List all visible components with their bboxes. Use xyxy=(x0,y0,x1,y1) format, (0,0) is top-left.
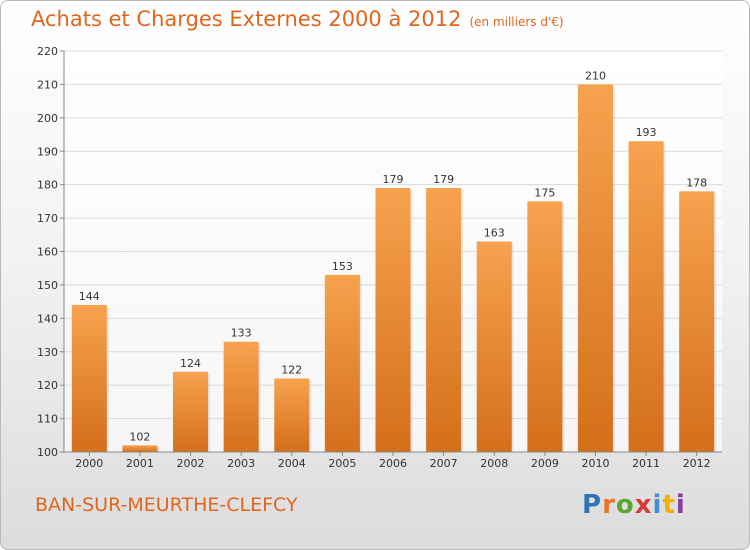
data-label: 163 xyxy=(484,226,505,239)
y-tick-label: 190 xyxy=(37,145,58,158)
y-tick-label: 180 xyxy=(37,179,58,192)
bar xyxy=(628,141,664,452)
data-label: 102 xyxy=(129,430,150,443)
x-tick-label: 2003 xyxy=(227,457,255,470)
y-tick-label: 170 xyxy=(37,212,58,225)
logo-letter: r xyxy=(602,490,616,520)
data-labels: 144 102 124 133 122 153 179 179 163 175 210 193 178 xyxy=(79,69,707,443)
data-label: 210 xyxy=(585,69,606,82)
x-tick-label: 2001 xyxy=(126,457,154,470)
y-tick-label: 200 xyxy=(37,112,58,125)
y-tick-label: 130 xyxy=(37,346,58,359)
logo-letter: o xyxy=(615,490,635,520)
y-axis: 100 110 120 130 140 150 160 170 180 190 200 210 220 xyxy=(37,45,65,459)
data-label: 179 xyxy=(383,173,404,186)
chart-title-text: Achats et Charges Externes 2000 à 2012 xyxy=(31,7,462,31)
x-tick-label: 2008 xyxy=(480,457,508,470)
y-tick-label: 110 xyxy=(37,413,58,426)
bar xyxy=(71,304,107,452)
x-tick-label: 2006 xyxy=(379,457,407,470)
x-tick-label: 2000 xyxy=(75,457,103,470)
logo-letter: i xyxy=(675,490,686,520)
data-label: 133 xyxy=(231,327,252,340)
bar xyxy=(324,274,360,452)
logo-letter: i xyxy=(652,490,663,520)
data-label: 193 xyxy=(636,126,657,139)
bars xyxy=(71,84,717,453)
x-tick-label: 2012 xyxy=(683,457,711,470)
chart-unit: (en milliers d'€) xyxy=(469,15,564,29)
x-tick-label: 2005 xyxy=(328,457,356,470)
logo-letter: P xyxy=(582,490,603,520)
bar xyxy=(679,191,715,452)
data-label: 124 xyxy=(180,357,201,370)
x-tick-label: 2009 xyxy=(531,457,559,470)
x-tick-label: 2002 xyxy=(177,457,205,470)
data-label: 122 xyxy=(281,363,302,376)
x-tick-label: 2004 xyxy=(278,457,306,470)
bar xyxy=(223,341,259,452)
x-axis: 2000 2001 2002 2003 2004 2005 2006 2007 2008 2009… xyxy=(64,451,722,470)
bar xyxy=(577,84,613,453)
proxiti-logo[interactable]: Proxiti xyxy=(582,490,686,520)
x-tick-label: 2007 xyxy=(430,457,458,470)
commune-name: BAN-SUR-MEURTHE-CLEFCY xyxy=(35,494,298,516)
bar xyxy=(426,188,462,452)
x-tick-label: 2011 xyxy=(632,457,660,470)
y-tick-label: 140 xyxy=(37,312,58,325)
logo-letter: t xyxy=(662,490,676,520)
bar xyxy=(527,201,563,452)
y-tick-label: 160 xyxy=(37,246,58,259)
data-label: 144 xyxy=(79,290,100,303)
data-label: 179 xyxy=(433,173,454,186)
bar xyxy=(274,378,310,452)
logo-letter: x xyxy=(634,490,653,520)
data-label: 175 xyxy=(534,186,555,199)
y-tick-label: 210 xyxy=(37,78,58,91)
bar xyxy=(122,445,158,452)
data-label: 153 xyxy=(332,260,353,273)
y-tick-label: 220 xyxy=(37,45,58,58)
y-tick-label: 100 xyxy=(37,446,58,459)
chart-title: Achats et Charges Externes 2000 à 2012 (e… xyxy=(31,7,564,31)
y-tick-label: 120 xyxy=(37,379,58,392)
x-tick-label: 2010 xyxy=(581,457,609,470)
y-tick-label: 150 xyxy=(37,279,58,292)
bar xyxy=(476,241,512,452)
bar xyxy=(375,188,411,452)
data-label: 178 xyxy=(686,176,707,189)
bar xyxy=(173,371,209,452)
